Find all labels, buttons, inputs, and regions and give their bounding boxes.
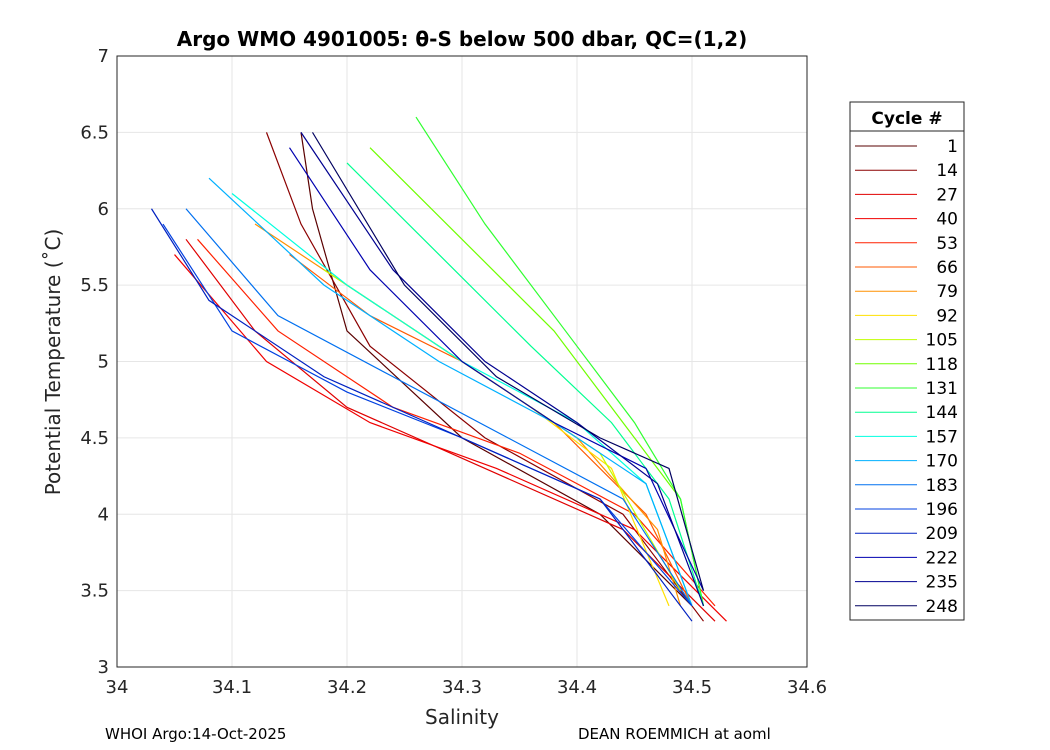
series-line-cycle-209 xyxy=(150,208,693,622)
series-line-cycle-222 xyxy=(288,147,705,591)
series-line-cycle-66 xyxy=(289,254,693,607)
footer-left: WHOI Argo:14-Oct-2025 xyxy=(105,725,287,743)
series-lines xyxy=(150,116,727,622)
x-tick-label: 34.6 xyxy=(787,677,827,698)
plot-frame xyxy=(116,55,808,668)
series-line-cycle-183 xyxy=(185,208,693,607)
x-tick-label: 34 xyxy=(106,677,129,698)
legend-label: 53 xyxy=(936,234,958,254)
y-tick-label: 7 xyxy=(98,46,109,67)
x-tick-label: 34.1 xyxy=(212,677,252,698)
legend-label: 118 xyxy=(926,355,958,375)
legend-label: 27 xyxy=(936,185,958,205)
chart-title: Argo WMO 4901005: θ-S below 500 dbar, QC… xyxy=(177,27,747,51)
legend-label: 196 xyxy=(926,500,958,520)
series-line-cycle-248 xyxy=(311,132,705,591)
legend-label: 92 xyxy=(936,306,958,326)
y-tick-label: 3.5 xyxy=(80,581,109,602)
series-line-cycle-144 xyxy=(346,162,705,607)
series-line-cycle-27 xyxy=(185,238,716,622)
legend-title: Cycle # xyxy=(871,109,942,129)
y-tick-label: 5 xyxy=(98,352,109,373)
series-line-cycle-118 xyxy=(369,147,705,607)
legend-label: 79 xyxy=(936,282,958,302)
legend-label: 248 xyxy=(926,597,958,617)
series-line-cycle-131 xyxy=(415,116,705,607)
x-tick-label: 34.2 xyxy=(327,677,367,698)
legend-label: 157 xyxy=(926,427,958,447)
legend-label: 40 xyxy=(936,210,958,230)
y-tick-label: 3 xyxy=(98,657,109,678)
series-line-cycle-170 xyxy=(208,177,693,607)
y-axis-label: Potential Temperature (˚C) xyxy=(41,229,65,496)
x-axis-label: Salinity xyxy=(425,705,499,729)
y-tick-label: 4.5 xyxy=(80,428,109,449)
legend-label: 209 xyxy=(926,524,958,544)
series-line-cycle-1 xyxy=(300,132,693,607)
legend-label: 14 xyxy=(936,161,958,181)
x-tick-label: 34.4 xyxy=(557,677,597,698)
y-tick-label: 6 xyxy=(98,199,109,220)
series-line-cycle-196 xyxy=(162,223,693,607)
tick-labels: 34 34.1 34.2 34.3 34.4 34.5 34.6 3 3.5 4 4.5 5 5.5 6 6… xyxy=(80,46,827,698)
legend-label: 170 xyxy=(926,452,958,472)
x-tick-label: 34.3 xyxy=(442,677,482,698)
legend-label: 1 xyxy=(947,137,958,157)
series-line-cycle-53 xyxy=(197,238,716,607)
legend: Cycle # 1 14 27 40 53 66 79 92 105 118 131 144 157 17… xyxy=(849,101,965,621)
legend-label: 66 xyxy=(936,258,958,278)
y-tick-label: 4 xyxy=(98,504,109,525)
legend-label: 131 xyxy=(926,379,958,399)
x-tick-label: 34.5 xyxy=(672,677,712,698)
series-line-cycle-235 xyxy=(300,132,705,607)
legend-label: 105 xyxy=(926,331,958,351)
legend-label: 144 xyxy=(926,403,958,423)
legend-label: 235 xyxy=(926,573,958,593)
series-line-cycle-40 xyxy=(174,254,727,622)
legend-label: 183 xyxy=(926,476,958,496)
footer-right: DEAN ROEMMICH at aoml xyxy=(578,725,771,743)
y-tick-label: 5.5 xyxy=(80,275,109,296)
legend-label: 222 xyxy=(926,548,958,568)
series-line-cycle-92 xyxy=(346,284,670,607)
y-tick-label: 6.5 xyxy=(80,122,109,143)
